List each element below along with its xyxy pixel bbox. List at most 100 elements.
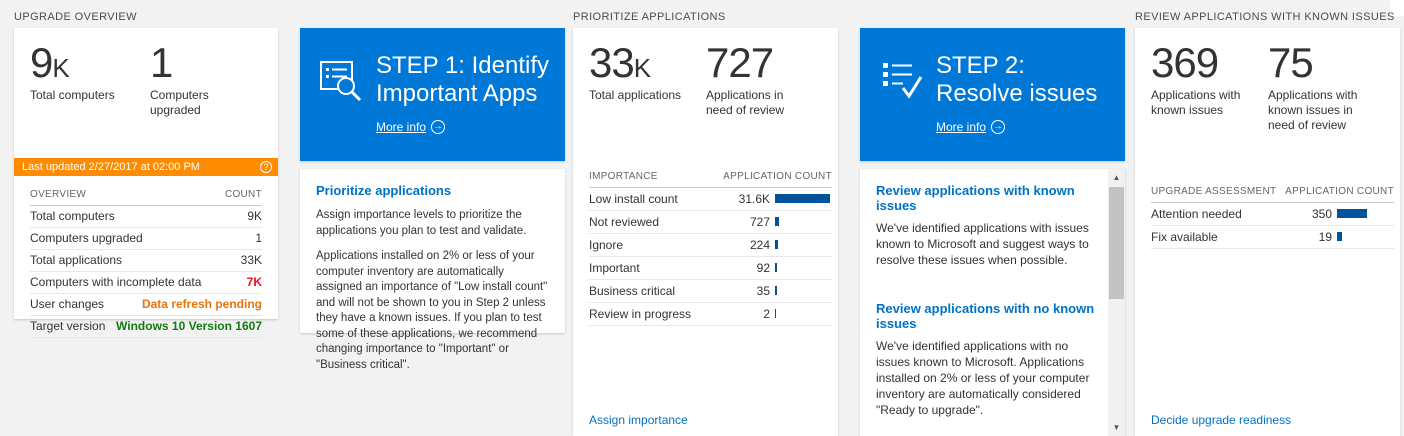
table-row[interactable]: Review in progress 2 — [589, 303, 832, 326]
decide-upgrade-readiness-link[interactable]: Decide upgrade readiness — [1151, 413, 1292, 427]
table-row[interactable]: Ignore 224 — [589, 234, 832, 257]
stat-total-applications[interactable]: 33K Total applications — [589, 39, 706, 118]
step1-body: STEP 1: Identify Important Apps More inf… — [376, 52, 553, 161]
column-header: IMPORTANCE — [589, 170, 658, 182]
stat-total-applications-value: 33K — [589, 39, 652, 86]
section-label-upgrade-overview: UPGRADE OVERVIEW — [14, 11, 137, 23]
more-info-arrow-icon: → — [431, 119, 446, 134]
row-label: Computers with incomplete data — [30, 275, 202, 290]
resolve-content: Review applications with known issues We… — [860, 169, 1125, 436]
step1-title: STEP 1: Identify Important Apps — [376, 52, 549, 108]
column-header: UPGRADE ASSESSMENT — [1151, 185, 1277, 197]
overview-table-header: OVERVIEW COUNT — [30, 184, 262, 206]
row-label: Ignore — [589, 237, 624, 252]
table-row[interactable]: Target version Windows 10 Version 1607 — [30, 316, 262, 338]
table-row[interactable]: Attention needed 350 — [1151, 203, 1394, 226]
table-row[interactable]: User changes Data refresh pending — [30, 294, 262, 316]
vertical-scrollbar[interactable]: ▲ ▼ — [1108, 169, 1125, 436]
resolve-section: Review applications with known issues We… — [876, 183, 1097, 268]
known-issues-stats: 369 Applications with known issues 75 Ap… — [1135, 28, 1400, 133]
prioritize-applications-heading[interactable]: Prioritize applications — [316, 183, 452, 198]
review-no-known-issues-text: We've identified applications with no is… — [876, 339, 1090, 417]
prioritize-paragraph-1: Assign importance levels to prioritize t… — [316, 209, 527, 237]
row-label: Important — [589, 260, 640, 275]
table-row[interactable]: Important 92 — [589, 257, 832, 280]
stat-apps-known-issues-label: Applications with known issues — [1151, 87, 1241, 117]
table-row[interactable]: Business critical 35 — [589, 280, 832, 303]
row-value: 33K — [240, 253, 262, 268]
table-row[interactable]: Low install count 31.6K — [589, 188, 832, 211]
row-value: 224 — [749, 237, 770, 252]
stat-apps-need-review[interactable]: 727 Applications in need of review — [706, 39, 822, 118]
step1-card: STEP 1: Identify Important Apps More inf… — [300, 28, 565, 161]
count-bar — [775, 217, 779, 227]
step2-body: STEP 2: Resolve issues More info → — [936, 52, 1113, 161]
row-label: User changes — [30, 297, 105, 312]
importance-table-header: IMPORTANCE APPLICATION COUNT — [589, 166, 832, 188]
overview-table: OVERVIEW COUNT Total computers 9K Comput… — [30, 184, 262, 338]
row-value: 7K — [246, 275, 262, 290]
importance-table: IMPORTANCE APPLICATION COUNT Low install… — [589, 166, 832, 326]
scrollbar-thumb[interactable] — [1109, 187, 1124, 299]
row-label: Not reviewed — [589, 214, 660, 229]
row-value: 2 — [763, 306, 770, 321]
more-info-label: More info — [936, 119, 987, 134]
table-row[interactable]: Total computers 9K — [30, 206, 262, 228]
stat-total-computers[interactable]: 9K Total computers — [30, 41, 150, 118]
review-no-known-issues-heading[interactable]: Review applications with no known issues — [876, 301, 1095, 332]
prioritize-applications-card: Prioritize applications Assign importanc… — [300, 169, 565, 371]
count-bar — [1337, 209, 1367, 219]
step2-more-info-link[interactable]: More info → — [936, 119, 1006, 134]
help-icon[interactable]: ? — [260, 160, 272, 173]
stat-apps-need-review-label: Applications in need of review — [706, 87, 785, 117]
stat-known-issues-need-review[interactable]: 75 Applications with known issues in nee… — [1268, 41, 1384, 133]
assign-importance-link[interactable]: Assign importance — [589, 413, 688, 427]
more-info-label: More info — [376, 119, 427, 134]
scroll-down-icon[interactable]: ▼ — [1112, 423, 1121, 432]
row-label: Total computers — [30, 209, 115, 224]
row-value: 1 — [255, 231, 262, 246]
known-issues-card: 369 Applications with known issues 75 Ap… — [1135, 28, 1400, 436]
count-bar — [775, 286, 777, 296]
row-label: Attention needed — [1151, 206, 1242, 221]
step1-more-info-link[interactable]: More info → — [376, 119, 446, 134]
review-known-issues-heading[interactable]: Review applications with known issues — [876, 183, 1075, 213]
count-bar — [1337, 232, 1342, 242]
row-label: Computers upgraded — [30, 231, 143, 246]
row-label: Total applications — [30, 253, 123, 268]
identify-apps-icon — [318, 56, 368, 161]
table-row[interactable]: Fix available 19 — [1151, 226, 1394, 249]
scroll-up-icon[interactable]: ▲ — [1112, 173, 1121, 182]
more-info-arrow-icon: → — [991, 119, 1006, 134]
row-value: 92 — [756, 260, 770, 275]
count-bar — [775, 309, 776, 319]
row-value: 350 — [1311, 206, 1332, 221]
count-bar — [775, 263, 777, 273]
stat-apps-need-review-value: 727 — [706, 39, 774, 86]
overview-stats: 9K Total computers 1 Computers upgraded — [14, 28, 278, 118]
prioritize-paragraph-2: Applications installed on 2% or less of … — [316, 250, 548, 371]
count-bar — [775, 194, 830, 204]
importance-stats: 33K Total applications 727 Applications … — [573, 28, 838, 118]
row-value: 19 — [1318, 229, 1332, 244]
last-updated-banner: Last updated 2/27/2017 at 02:00 PM ? — [14, 157, 278, 176]
step2-title: STEP 2: Resolve issues — [936, 52, 1098, 108]
stat-apps-known-issues[interactable]: 369 Applications with known issues — [1151, 41, 1268, 133]
table-row[interactable]: Not reviewed 727 — [589, 211, 832, 234]
column-header: APPLICATION COUNT — [723, 170, 832, 182]
stat-computers-upgraded-label: Computers upgraded — [150, 87, 209, 117]
row-label: Business critical — [589, 283, 676, 298]
stat-total-computers-label: Total computers — [30, 87, 115, 102]
page-corner — [1390, 0, 1404, 16]
row-value: 31.6K — [738, 191, 770, 206]
table-row[interactable]: Total applications 33K — [30, 250, 262, 272]
resolve-issues-icon — [878, 56, 928, 161]
table-row[interactable]: Computers with incomplete data 7K — [30, 272, 262, 294]
row-value: 727 — [749, 214, 770, 229]
row-label: Fix available — [1151, 229, 1218, 244]
stat-total-applications-label: Total applications — [589, 87, 682, 102]
row-value: Data refresh pending — [141, 297, 262, 312]
table-row[interactable]: Computers upgraded 1 — [30, 228, 262, 250]
stat-computers-upgraded[interactable]: 1 Computers upgraded — [150, 41, 262, 118]
step2-card: STEP 2: Resolve issues More info → — [860, 28, 1125, 161]
